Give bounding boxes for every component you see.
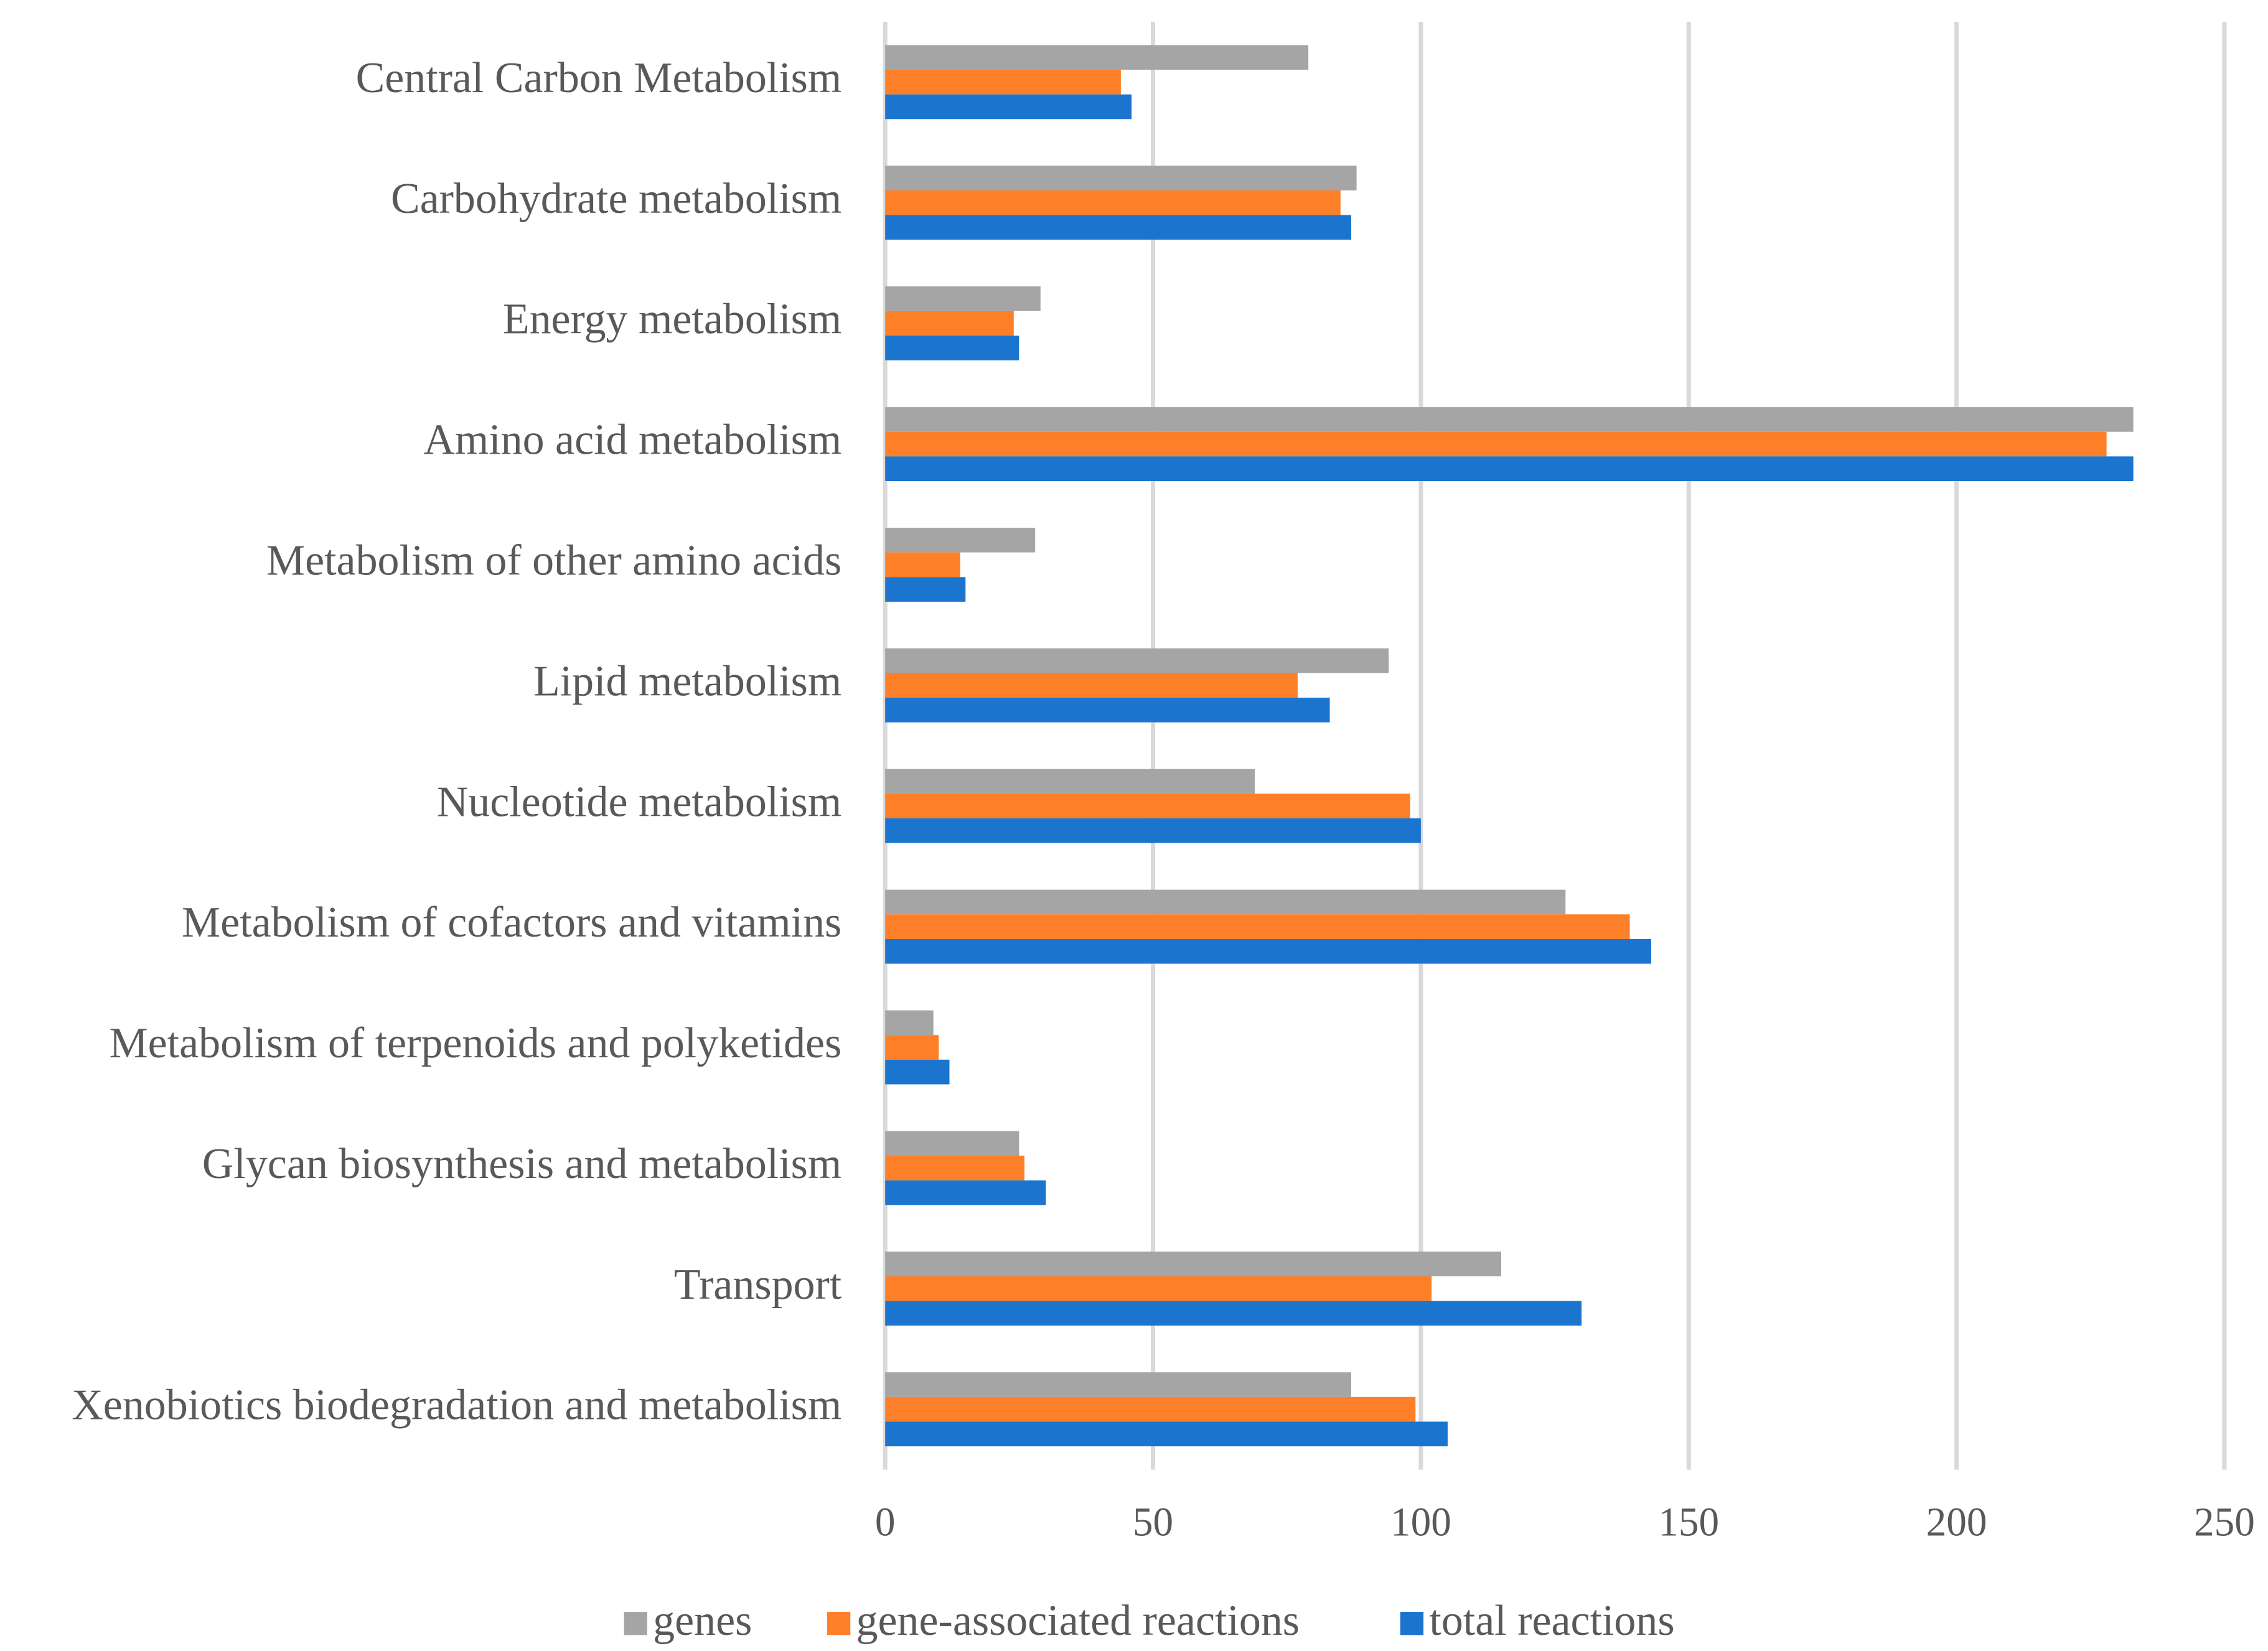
bar (885, 818, 1421, 843)
category-label: Nucleotide metabolism (437, 778, 842, 826)
legend-swatch (1400, 1612, 1424, 1635)
bar (885, 938, 1651, 964)
category-label: Amino acid metabolism (423, 416, 841, 464)
x-tick-label: 100 (1390, 1500, 1451, 1545)
bar (885, 698, 1330, 723)
bar (885, 215, 1352, 240)
bar (885, 1131, 1019, 1156)
bar (885, 1251, 1502, 1276)
bar (885, 311, 1014, 336)
category-label: Glycan biosynthesis and metabolism (202, 1140, 841, 1188)
legend-label: gene-associated reactions (856, 1597, 1300, 1645)
bar (885, 45, 1309, 70)
legend-swatch (624, 1612, 647, 1635)
bar (885, 648, 1389, 673)
bar (885, 1396, 1416, 1422)
bar (885, 528, 1036, 553)
bar (885, 769, 1255, 794)
legend-label: total reactions (1429, 1597, 1674, 1645)
bar (885, 94, 1132, 119)
x-tick-label: 50 (1133, 1500, 1173, 1545)
bar (885, 1372, 1352, 1397)
category-label: Metabolism of other amino acids (266, 536, 841, 584)
bar (885, 1276, 1432, 1301)
category-label: Metabolism of cofactors and vitamins (182, 899, 841, 947)
category-label: Transport (674, 1261, 842, 1309)
bar (885, 1180, 1046, 1205)
bar (885, 431, 2107, 457)
bar (885, 889, 1566, 915)
category-label: Central Carbon Metabolism (356, 54, 842, 102)
bar (885, 914, 1630, 939)
x-tick-label: 200 (1926, 1500, 1987, 1545)
x-tick-label: 250 (2194, 1500, 2255, 1545)
bar (885, 456, 2134, 482)
bar (885, 70, 1121, 95)
bar (885, 1010, 934, 1036)
bar (885, 1035, 939, 1060)
bar (885, 577, 966, 602)
category-label: Energy metabolism (503, 296, 841, 344)
bar (885, 1156, 1024, 1181)
x-tick-label: 0 (875, 1500, 896, 1545)
bar (885, 335, 1019, 361)
category-label: Xenobiotics biodegradation and metabolis… (72, 1382, 841, 1429)
bar (885, 793, 1410, 819)
bar (885, 286, 1041, 311)
category-label: Metabolism of terpenoids and polyketides (109, 1019, 841, 1067)
bar (885, 190, 1341, 215)
x-tick-label: 150 (1658, 1500, 1719, 1545)
category-label: Lipid metabolism (533, 657, 841, 705)
legend-label: genes (653, 1597, 752, 1645)
bar (885, 1059, 950, 1085)
bar (885, 1421, 1448, 1447)
bar (885, 407, 2134, 432)
bar (885, 1301, 1582, 1326)
legend-swatch (827, 1612, 851, 1635)
category-label: Carbohydrate metabolism (391, 175, 841, 223)
bar (885, 552, 960, 578)
bar (885, 673, 1298, 698)
bar (885, 166, 1357, 190)
